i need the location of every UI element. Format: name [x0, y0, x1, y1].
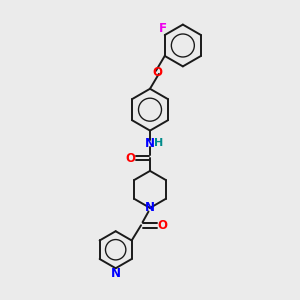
Text: O: O: [152, 66, 162, 79]
Text: H: H: [154, 138, 163, 148]
Text: F: F: [159, 22, 167, 35]
Text: N: N: [144, 136, 154, 150]
Text: O: O: [126, 152, 136, 165]
Text: O: O: [158, 219, 167, 232]
Text: N: N: [145, 201, 155, 214]
Text: N: N: [111, 267, 121, 280]
